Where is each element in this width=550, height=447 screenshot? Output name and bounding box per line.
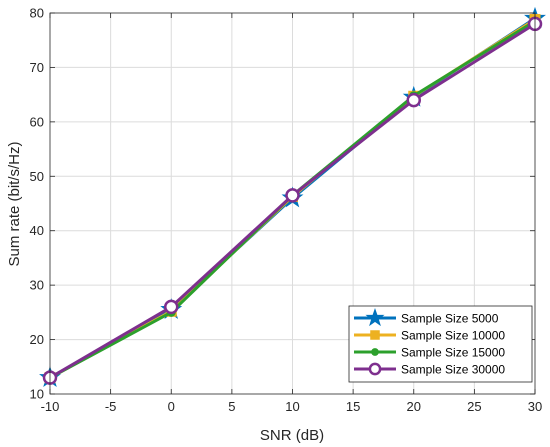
legend-item: Sample Size 5000 [354,307,499,327]
y-axis-label: Sum rate (bit/s/Hz) [6,141,23,266]
x-tick-label: 30 [528,399,542,414]
y-tick-label: 30 [30,278,44,293]
data-point-open-circle [285,188,300,203]
data-point-circle [371,348,379,356]
series-lines [39,6,546,387]
data-point-star [365,307,385,327]
x-tick-label: -10 [41,399,60,414]
legend-label: Sample Size 5000 [401,312,499,326]
y-tick-label: 20 [30,332,44,347]
x-tick-label: 15 [346,399,360,414]
x-tick-label: 10 [285,399,299,414]
y-tick-label: 50 [30,169,44,184]
legend-label: Sample Size 15000 [401,346,505,360]
legend-label: Sample Size 10000 [401,329,505,343]
y-tick-label: 80 [30,6,44,21]
x-tick-label: -5 [105,399,117,414]
x-tick-label: 20 [407,399,421,414]
axis-ticks: -10 -5 0 5 10 15 20 25 30 10 20 30 40 50 60 70 80 [30,6,543,415]
x-tick-label: 0 [168,399,175,414]
y-tick-label: 40 [30,223,44,238]
legend-label: Sample Size 30000 [401,363,505,377]
legend-item: Sample Size 30000 [354,363,505,377]
legend-item: Sample Size 10000 [354,329,505,343]
y-tick-label: 70 [30,60,44,75]
data-point-open-circle [368,362,382,376]
legend-item: Sample Size 15000 [354,346,505,360]
data-point-square [370,330,380,340]
series-4 [42,16,543,385]
y-tick-label: 10 [30,387,44,402]
legend: Sample Size 5000 Sample Size 10000 Sample … [348,305,533,383]
data-point-open-circle [406,92,421,108]
x-axis-label: SNR (dB) [260,427,324,444]
y-tick-label: 60 [30,114,44,129]
data-point-open-circle [164,299,179,315]
x-tick-label: 25 [467,399,481,414]
grid [50,13,535,394]
x-tick-label: 5 [228,399,235,414]
